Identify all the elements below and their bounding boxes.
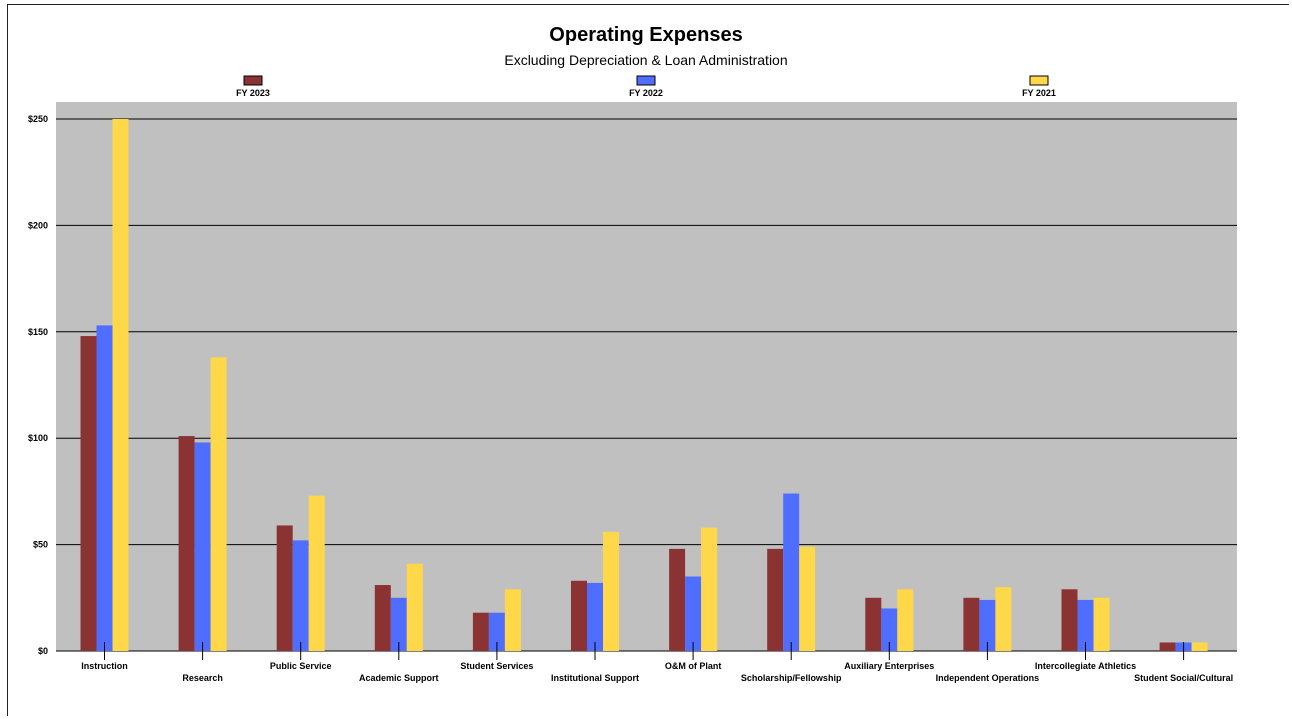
bar <box>995 587 1012 651</box>
legend-label: FY 2021 <box>1022 88 1056 98</box>
bar <box>292 540 309 651</box>
bar <box>406 563 423 651</box>
legend-swatch <box>243 75 263 86</box>
bar <box>210 357 227 651</box>
x-tick-label: Auxiliary Enterprises <box>844 661 934 671</box>
x-tick-label: Instruction <box>81 661 128 671</box>
gridlines <box>56 118 1237 652</box>
x-tick-label: Independent Operations <box>936 673 1040 683</box>
bar <box>1077 599 1094 651</box>
bar <box>80 336 97 651</box>
x-tick-label: O&M of Plant <box>665 661 722 671</box>
x-tick-label: Scholarship/Fellowship <box>741 673 842 683</box>
x-tick-label: Institutional Support <box>551 673 639 683</box>
bar <box>881 608 898 651</box>
legend: FY 2023 FY 2022 FY 2021 <box>236 75 1056 98</box>
y-tick-label: $50 <box>33 540 48 550</box>
bars <box>80 119 1208 651</box>
bar <box>979 599 996 651</box>
bar <box>1159 642 1176 651</box>
legend-swatch <box>636 75 656 86</box>
bar <box>472 612 489 651</box>
y-tick-label: $100 <box>28 433 48 443</box>
bar <box>603 531 619 651</box>
x-tick-label: Student Social/Cultural <box>1134 673 1233 683</box>
bar <box>701 527 718 651</box>
x-tick-label: Intercollegiate Athletics <box>1035 661 1136 671</box>
bar <box>685 576 702 651</box>
bar <box>504 589 521 651</box>
chart-frame <box>7 4 1289 716</box>
x-tick-label: Student Services <box>460 661 533 671</box>
bar <box>390 597 407 651</box>
x-tick-label: Public Service <box>270 661 332 671</box>
bar <box>897 589 914 651</box>
y-tick-label: $200 <box>28 220 48 230</box>
x-tick-label: Research <box>182 673 223 683</box>
legend-label: FY 2023 <box>236 88 270 98</box>
bar <box>96 325 113 651</box>
bar <box>865 597 882 651</box>
legend-swatch <box>1029 75 1049 86</box>
x-axis: Instruction Research Public Service Academi… <box>81 642 1233 683</box>
bar <box>963 597 980 651</box>
bar <box>571 580 587 651</box>
y-tick-label: $0 <box>38 646 48 656</box>
bar <box>178 436 195 651</box>
legend-label: FY 2022 <box>629 88 663 98</box>
bar <box>1191 642 1208 651</box>
bar <box>767 548 784 651</box>
bar <box>374 585 391 651</box>
x-tick-label: Academic Support <box>359 673 439 683</box>
y-axis: $0 $50 $100 $150 $200 $250 <box>28 114 48 656</box>
bar <box>1093 597 1110 651</box>
y-tick-label: $150 <box>28 327 48 337</box>
bar <box>194 442 211 651</box>
bar <box>112 119 129 651</box>
y-tick-label: $250 <box>28 114 48 124</box>
bar <box>799 546 816 651</box>
bar <box>488 612 505 651</box>
bar <box>669 548 686 651</box>
bar <box>783 493 800 651</box>
chart-subtitle: Excluding Depreciation & Loan Administra… <box>504 52 788 68</box>
bar <box>1061 589 1078 651</box>
bar <box>587 582 603 651</box>
bar <box>276 525 293 651</box>
bar <box>308 495 325 651</box>
plot-area <box>56 102 1237 651</box>
chart-title: Operating Expenses <box>549 24 743 46</box>
